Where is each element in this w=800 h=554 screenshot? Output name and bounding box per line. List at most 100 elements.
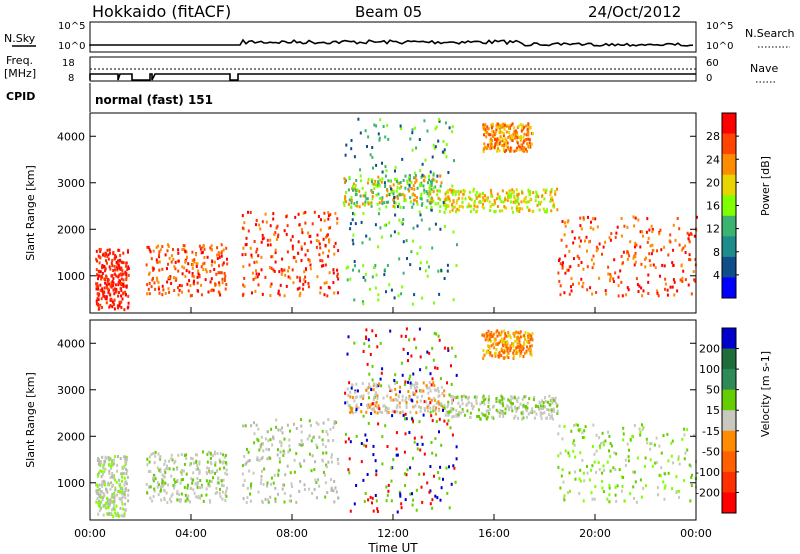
range-gate-cell [349, 509, 352, 513]
range-gate-cell [106, 490, 109, 494]
range-gate-cell [174, 260, 177, 264]
range-gate-cell [654, 266, 657, 270]
colorbar-swatch [722, 492, 736, 514]
range-gate-cell [365, 234, 368, 238]
range-gate-cell [514, 339, 517, 343]
range-gate-cell [219, 452, 222, 456]
range-gate-cell [390, 466, 393, 470]
range-gate-cell [490, 123, 493, 127]
range-gate-cell [647, 292, 650, 295]
range-gate-cell [608, 236, 611, 240]
range-gate-cell [657, 294, 660, 298]
range-gate-cell [408, 431, 411, 434]
range-gate-cell [488, 333, 491, 337]
range-gate-cell [535, 404, 537, 408]
range-gate-cell [245, 236, 248, 240]
range-gate-cell [528, 333, 531, 337]
range-gate-cell [495, 342, 498, 346]
range-gate-cell [380, 371, 383, 375]
range-gate-cell [402, 206, 405, 209]
range-gate-cell [222, 478, 225, 482]
range-gate-cell [612, 277, 615, 281]
range-gate-cell [291, 268, 294, 272]
range-gate-cell [170, 494, 173, 498]
range-gate-cell [450, 398, 453, 402]
range-gate-cell [376, 411, 379, 415]
colorbar-tick-label: 4 [713, 269, 720, 282]
range-gate-cell [529, 338, 532, 342]
range-gate-cell [283, 437, 286, 441]
range-gate-cell [221, 490, 224, 494]
range-gate-cell [531, 210, 534, 214]
range-gate-cell [214, 471, 216, 475]
range-gate-cell [476, 205, 479, 209]
range-gate-cell [146, 283, 149, 287]
range-gate-cell [376, 394, 379, 398]
range-gate-cell [157, 483, 160, 487]
range-gate-cell [532, 398, 535, 402]
range-gate-cell [689, 258, 692, 262]
range-gate-cell [481, 396, 484, 400]
range-gate-cell [534, 199, 537, 203]
range-gate-cell [352, 188, 354, 192]
range-gate-cell [689, 499, 692, 503]
range-gate-cell [581, 458, 584, 462]
range-gate-cell [326, 491, 329, 495]
range-gate-cell [352, 233, 355, 237]
range-gate-cell [598, 468, 601, 471]
range-gate-cell [421, 162, 424, 166]
range-gate-cell [259, 445, 262, 449]
range-gate-cell [482, 150, 485, 154]
range-gate-cell [428, 227, 431, 231]
range-gate-cell [482, 127, 485, 131]
range-gate-cell [384, 174, 387, 178]
range-gate-cell [657, 493, 659, 497]
range-gate-cell [147, 287, 150, 291]
range-gate-cell [580, 227, 583, 231]
range-gate-cell [498, 414, 501, 418]
range-gate-cell [591, 497, 594, 501]
range-gate-cell [317, 215, 320, 218]
range-gate-cell [638, 427, 641, 431]
range-gate-cell [321, 259, 324, 263]
range-gate-cell [319, 291, 322, 295]
range-gate-cell [523, 395, 526, 399]
range-gate-cell [452, 230, 455, 234]
range-gate-cell [523, 146, 526, 150]
range-gate-cell [322, 470, 325, 474]
range-gate-cell [527, 144, 530, 148]
range-gate-cell [252, 471, 255, 475]
range-gate-cell [499, 209, 501, 213]
range-gate-cell [409, 200, 412, 204]
range-gate-cell [548, 413, 551, 417]
range-gate-cell [597, 461, 600, 465]
range-gate-cell [455, 373, 458, 377]
range-gate-cell [173, 276, 175, 280]
range-gate-cell [266, 484, 269, 488]
range-gate-cell [587, 215, 589, 219]
range-gate-cell [432, 173, 435, 177]
range-gate-cell [280, 268, 283, 271]
range-gate-cell [115, 504, 118, 508]
range-gate-cell [610, 232, 613, 236]
range-gate-cell [119, 287, 122, 291]
range-gate-cell [300, 259, 303, 262]
range-gate-cell [304, 253, 307, 257]
range-gate-cell [261, 292, 264, 296]
range-gate-cell [413, 198, 415, 202]
range-gate-cell [570, 429, 573, 433]
range-gate-cell [511, 206, 513, 210]
range-gate-cell [146, 491, 149, 495]
range-gate-cell [639, 433, 642, 437]
range-gate-cell [401, 373, 404, 377]
range-gate-cell [368, 344, 371, 348]
range-gate-cell [252, 277, 255, 281]
range-gate-cell [99, 283, 102, 287]
range-gate-cell [309, 267, 312, 271]
range-gate-cell [445, 197, 448, 201]
range-gate-cell [425, 366, 428, 370]
range-gate-cell [454, 354, 457, 358]
range-gate-cell [216, 257, 219, 261]
range-gate-cell [215, 491, 218, 494]
range-gate-cell [591, 266, 594, 270]
